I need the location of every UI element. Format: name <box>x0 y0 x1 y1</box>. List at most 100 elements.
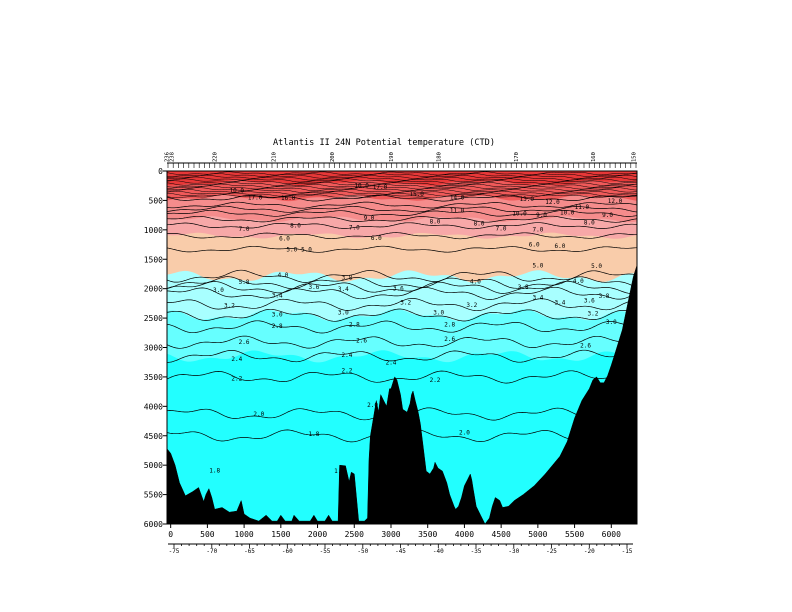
longitude-tick-label: -55 <box>320 548 331 555</box>
longitude-tick-label: -35 <box>471 548 482 555</box>
isotherm-line <box>167 245 637 253</box>
isotherm-line <box>167 173 637 178</box>
contour-label: 2.4 <box>341 352 352 359</box>
contour-label: 3.4 <box>338 286 349 293</box>
depth-tick-label: 3000 <box>144 344 163 353</box>
plot-area: 10.017.0 16.010.0 17.015.0 14.0 13.0 12.011.0… <box>167 171 637 524</box>
isotherm-line <box>167 190 637 195</box>
contour-label: 6.0 <box>554 243 565 250</box>
contour-label: 5.0 <box>286 247 297 254</box>
distance-tick-label: 3500 <box>418 530 437 539</box>
contour-label: 2.4 <box>617 348 628 355</box>
contour-label: 3.0 <box>213 287 224 294</box>
station-tick-label: 200 <box>330 152 336 162</box>
distance-tick-label: 4500 <box>492 530 511 539</box>
longitude-tick-label: -30 <box>508 548 519 555</box>
isotherm-line <box>167 286 637 300</box>
depth-tick-label: 500 <box>149 196 164 205</box>
distance-tick-label: 6000 <box>602 530 621 539</box>
distance-tick-label: 4000 <box>455 530 474 539</box>
longitude-tick-label: -15 <box>622 548 633 555</box>
contour-label: 9.0 <box>536 212 547 219</box>
seafloor-bathymetry <box>167 265 637 524</box>
contour-label: 3.4 <box>272 293 283 300</box>
contour-label: 2.2 <box>430 377 441 384</box>
contour-label: 16.0 <box>281 195 296 202</box>
contour-label: 8.0 <box>430 219 441 226</box>
isotherm-line <box>167 429 637 443</box>
contour-label: 7.0 <box>496 226 507 233</box>
depth-tick-label: 5000 <box>144 461 163 470</box>
depth-tick-label: 4000 <box>144 402 163 411</box>
contour-label: 3.4 <box>532 294 543 301</box>
contour-label: 2.8 <box>444 322 455 329</box>
isotherm-line <box>167 320 637 334</box>
depth-tick-label: 0 <box>158 167 163 176</box>
isotherm-line <box>167 308 637 322</box>
contour-label: 6.0 <box>529 242 540 249</box>
longitude-tick-label: -65 <box>244 548 255 555</box>
section-fill <box>167 171 637 524</box>
depth-tick-label: 3500 <box>144 373 163 382</box>
station-tick-label: 210 <box>272 152 278 162</box>
contour-label: 3.2 <box>466 302 477 309</box>
distance-tick-label: 1000 <box>234 530 253 539</box>
distance-tick-label: 2500 <box>345 530 364 539</box>
contour-labels: 10.017.0 16.010.0 17.015.0 14.0 13.0 12.011.0… <box>209 183 628 475</box>
isotherm-line <box>167 269 637 283</box>
contour-label: 10.0 <box>560 210 575 217</box>
isotherm-line <box>167 298 637 312</box>
isotherm-line <box>167 222 637 230</box>
station-tick-label: 236 <box>164 152 170 162</box>
contour-label: 2.0 <box>367 402 378 409</box>
depth-tick-label: 2000 <box>144 285 163 294</box>
isotherm-line <box>167 280 637 294</box>
contour-label: 3.6 <box>584 297 595 304</box>
isotherm-lines <box>167 171 637 443</box>
isotherm-line <box>167 187 637 192</box>
contour-label: 3.0 <box>433 310 444 317</box>
contour-label: 5.0 <box>591 263 602 270</box>
isotherm-line <box>167 194 637 199</box>
contour-label: 2.4 <box>231 356 242 363</box>
station-tick-label: 190 <box>389 152 395 162</box>
contour-label: 2.8 <box>272 323 283 330</box>
isotherm-line <box>167 232 637 240</box>
isotherm-line <box>167 349 637 363</box>
contour-label: 3.2 <box>587 310 598 317</box>
contour-label: 1.6 <box>334 468 345 475</box>
isotherm-line <box>167 192 637 197</box>
contour-label: 12.0 <box>545 199 560 206</box>
contour-label: 14.0 <box>450 194 465 201</box>
isotherm-line <box>167 205 637 213</box>
station-tick-label: 170 <box>514 152 520 162</box>
contour-label: 4.0 <box>278 272 289 279</box>
longitude-tick-label: -45 <box>395 548 406 555</box>
isotherm-line <box>167 185 637 190</box>
isotherm-line <box>167 407 637 421</box>
contour-label: 5.0 <box>301 247 312 254</box>
isotherm-line <box>167 201 637 209</box>
distance-tick-label: 5000 <box>528 530 547 539</box>
contour-label: 4.0 <box>470 279 481 286</box>
station-tick-label: 160 <box>591 152 597 162</box>
contour-label: 1.8 <box>209 467 220 474</box>
longitude-tick-label: -75 <box>169 548 180 555</box>
contour-label: 15.0 <box>409 191 424 198</box>
contour-label: 8.0 <box>474 220 485 227</box>
contour-label: 8.0 <box>290 223 301 230</box>
isotherm-line <box>167 183 637 188</box>
contour-label: 2.6 <box>239 339 250 346</box>
contour-label: 10.0 <box>354 183 369 190</box>
station-tick-label: 180 <box>437 152 443 162</box>
depth-tick-label: 6000 <box>144 520 163 529</box>
contour-label: 5.0 <box>532 263 543 270</box>
station-tick-label: 150 <box>631 152 637 162</box>
contour-label: 2.2 <box>231 376 242 383</box>
contour-label: 3.0 <box>606 319 617 326</box>
contour-label: 2.0 <box>253 411 264 418</box>
longitude-tick-label: -20 <box>584 548 595 555</box>
isotherm-line <box>167 335 637 349</box>
contour-label: 11.0 <box>450 207 465 214</box>
contour-label: 17.0 <box>373 184 388 191</box>
